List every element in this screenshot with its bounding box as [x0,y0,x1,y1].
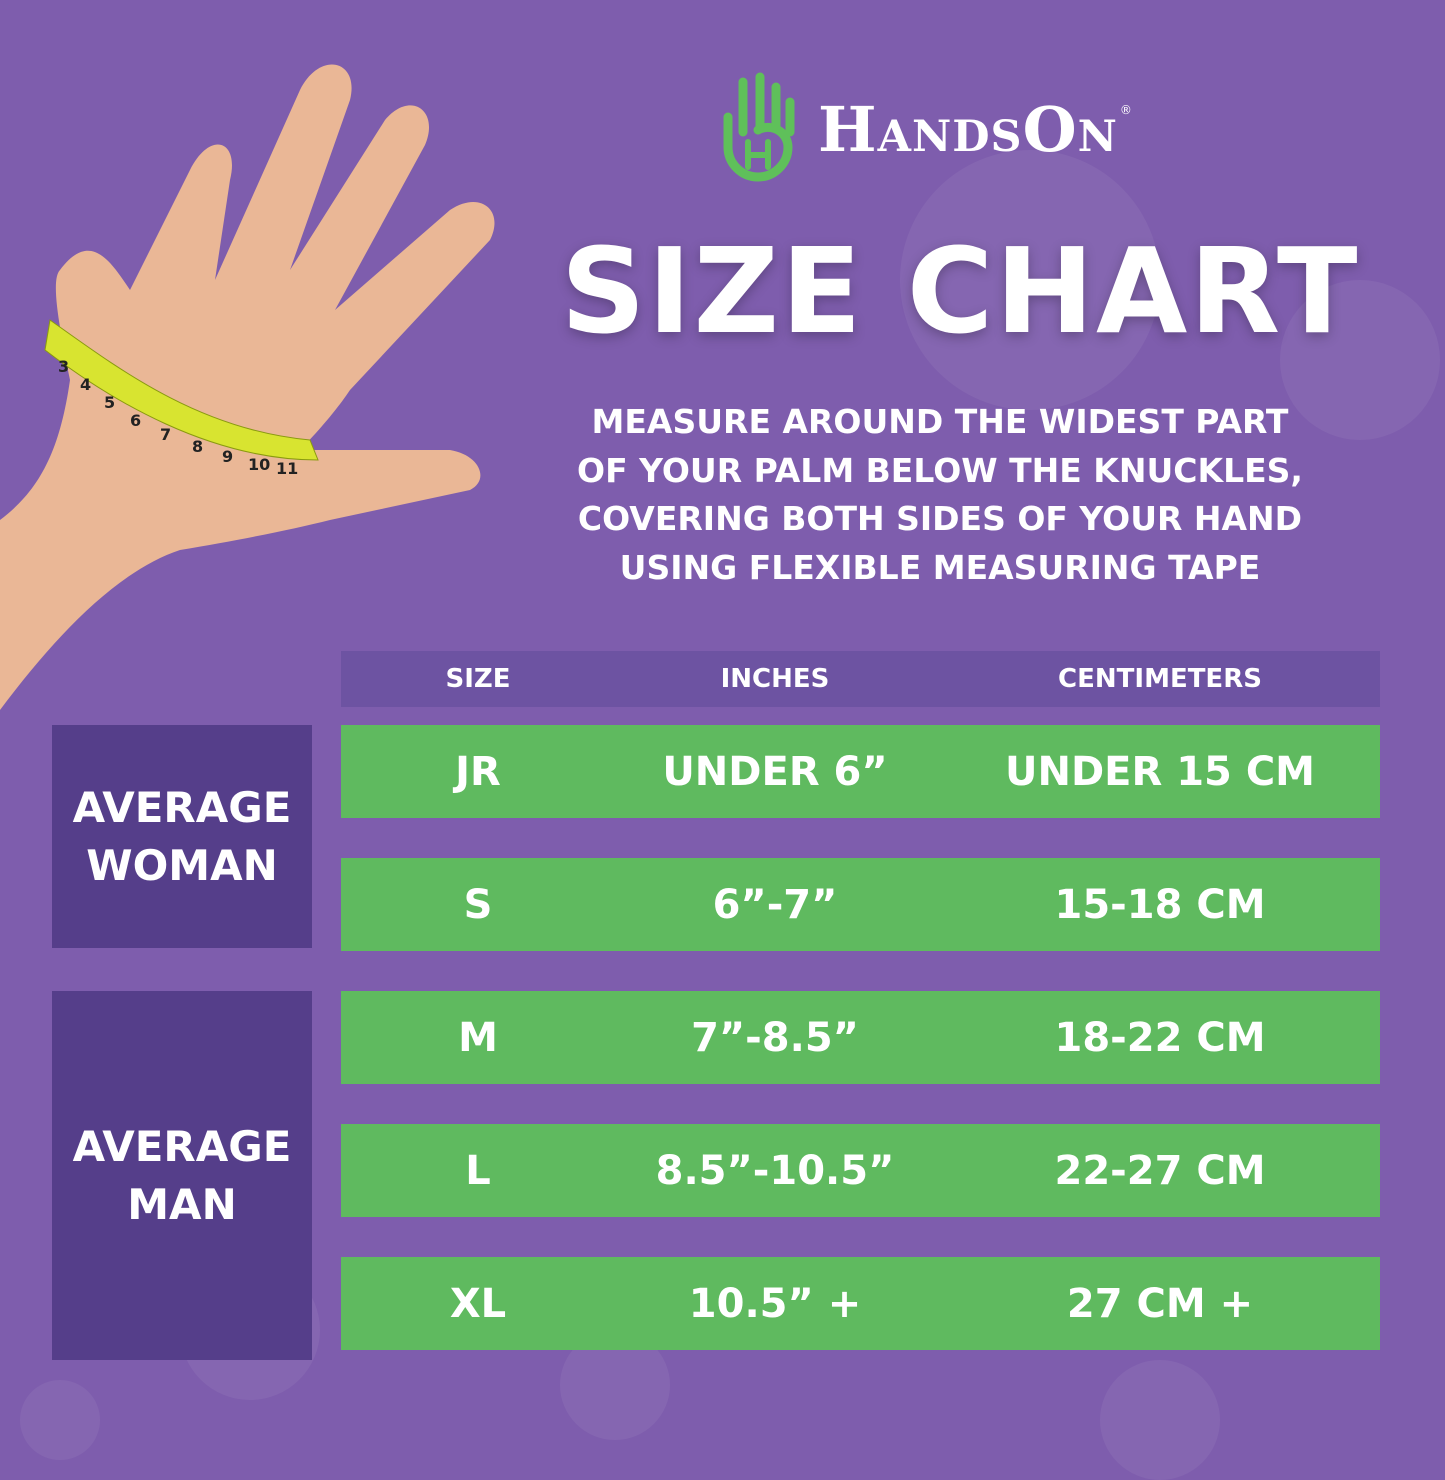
brand-name: HandsOn [818,93,1118,166]
inches-cell: 8.5”-10.5” [655,1147,895,1194]
table-row: JR UNDER 6” UNDER 15 CM [341,725,1380,818]
cm-cell: 15-18 CM [1054,881,1266,928]
hand-with-measuring-tape-illustration: 3 4 5 6 7 8 9 10 11 [0,64,495,711]
tape-number: 3 [58,357,69,376]
size-cell: L [465,1147,491,1194]
table-row: M 7”-8.5” 18-22 CM [341,991,1380,1084]
category-label: AVERAGE [72,1121,292,1171]
size-cell: JR [455,748,501,795]
instruction-line: USING FLEXIBLE MEASURING TAPE [619,547,1261,587]
inches-cell: 6”-7” [712,881,838,928]
cm-cell: 18-22 CM [1054,1014,1266,1061]
instruction-line: COVERING BOTH SIDES OF YOUR HAND [577,499,1303,538]
tape-number: 10 [248,455,270,474]
category-label: WOMAN [86,840,278,890]
registered-mark: ® [1119,102,1132,117]
inches-cell: 10.5” + [688,1280,862,1327]
tape-number: 8 [192,437,203,456]
tape-number: 7 [160,425,171,444]
category-label: MAN [127,1179,237,1229]
table-row: XL 10.5” + 27 CM + [341,1257,1380,1350]
tape-number: 4 [80,375,91,394]
instruction-line: MEASURE AROUND THE WIDEST PART [591,402,1289,441]
measuring-instructions: MEASURE AROUND THE WIDEST PART OF YOUR P… [540,398,1340,592]
tape-number: 9 [222,447,233,466]
inches-cell: UNDER 6” [662,748,888,795]
size-cell: S [463,881,493,928]
cm-cell: 22-27 CM [1054,1147,1266,1194]
hand-logo-icon [723,72,795,182]
size-cell: XL [449,1280,507,1327]
category-average-man: AVERAGE MAN [52,991,312,1360]
table-header: SIZE INCHES CENTIMETERS [341,651,1380,707]
cm-cell: UNDER 15 CM [1005,748,1315,795]
brand-logo: HandsOn ® [718,72,1132,187]
tape-number: 11 [276,459,298,478]
tape-number: 5 [104,393,115,412]
table-row: S 6”-7” 15-18 CM [341,858,1380,951]
tape-number: 6 [130,411,141,430]
table-row: L 8.5”-10.5” 22-27 CM [341,1124,1380,1217]
size-cell: M [458,1014,498,1061]
header-inches: INCHES [720,664,830,694]
cm-cell: 27 CM + [1066,1280,1254,1327]
instruction-line: OF YOUR PALM BELOW THE KNUCKLES, [577,450,1303,490]
category-average-woman: AVERAGE WOMAN [52,725,312,948]
inches-cell: 7”-8.5” [691,1014,859,1061]
page-title: SIZE CHART [560,222,1360,360]
header-centimeters: CENTIMETERS [1058,664,1262,694]
category-label: AVERAGE [72,782,292,832]
header-size: SIZE [445,664,511,694]
